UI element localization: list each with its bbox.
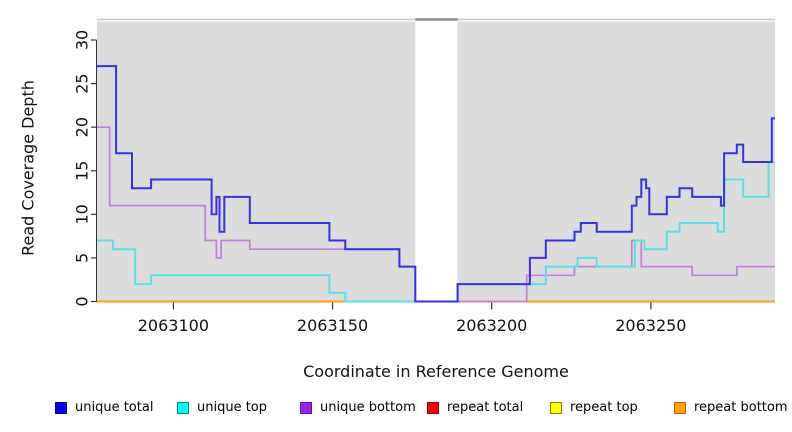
- legend-label: unique top: [197, 400, 268, 415]
- series-unique-total: [97, 65, 775, 303]
- y-tick-label: 0: [73, 296, 92, 306]
- legend-label: repeat total: [447, 400, 524, 415]
- plot-background-region: [97, 21, 416, 302]
- legend-item-repeat-top: repeat top: [550, 400, 638, 416]
- legend-item-unique-total: unique total: [55, 400, 153, 416]
- repeat-total-swatch-icon: [427, 402, 439, 414]
- plot-background-region: [457, 21, 775, 302]
- y-tick-label: 30: [73, 30, 92, 50]
- x-tick-label: 2063200: [456, 316, 527, 335]
- legend-item-unique-bottom: unique bottom: [300, 400, 416, 416]
- y-tick-label: 5: [73, 253, 92, 263]
- legend-item-unique-top: unique top: [177, 400, 267, 416]
- legend-label: repeat top: [570, 400, 638, 415]
- legend-label: unique bottom: [320, 400, 416, 415]
- repeat-bottom-swatch-icon: [674, 402, 686, 414]
- y-tick-label: 10: [73, 204, 92, 224]
- repeat-top-swatch-icon: [550, 402, 562, 414]
- x-tick-label: 2063100: [138, 316, 209, 335]
- unique-total-swatch-icon: [55, 402, 67, 414]
- unique-top-swatch-icon: [177, 402, 189, 414]
- series-unique-top: [97, 161, 775, 303]
- plot-svg: 0 5 10 15 20 25 30 2063100 2063150 2063200 2063250: [73, 18, 775, 335]
- y-tick-label: 15: [73, 161, 92, 181]
- y-tick-label: 25: [73, 73, 92, 93]
- legend-label: repeat bottom: [694, 400, 788, 415]
- x-tick-label: 2063150: [297, 316, 368, 335]
- unique-bottom-swatch-icon: [300, 402, 312, 414]
- legend-item-repeat-bottom: repeat bottom: [674, 400, 788, 416]
- legend-item-repeat-total: repeat total: [427, 400, 523, 416]
- legend-label: unique total: [75, 400, 154, 415]
- x-tick-label: 2063250: [615, 316, 686, 335]
- x-axis-label: Coordinate in Reference Genome: [303, 362, 569, 381]
- legend: unique total unique top unique bottom repea…: [0, 400, 792, 420]
- y-tick-label: 20: [73, 117, 92, 137]
- y-axis-label: Read Coverage Depth: [18, 80, 38, 256]
